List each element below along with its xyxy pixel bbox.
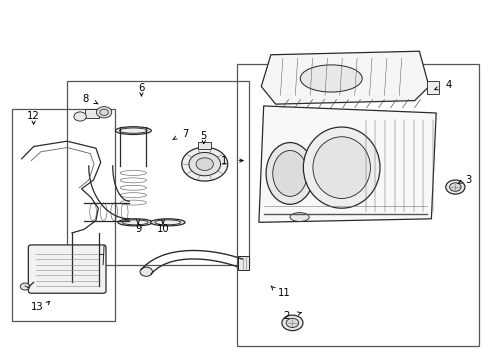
Circle shape	[140, 267, 152, 276]
Text: 8: 8	[82, 94, 89, 104]
Bar	[12, 109, 115, 321]
Ellipse shape	[115, 127, 151, 135]
Circle shape	[100, 109, 108, 116]
Bar	[85, 109, 99, 118]
Ellipse shape	[272, 150, 306, 196]
Bar	[238, 256, 248, 270]
Circle shape	[74, 112, 86, 121]
Ellipse shape	[300, 65, 362, 92]
Text: 5: 5	[200, 131, 206, 141]
Text: 2: 2	[283, 311, 289, 321]
Ellipse shape	[150, 219, 184, 226]
Ellipse shape	[122, 220, 148, 225]
Text: 10: 10	[156, 224, 169, 234]
Text: 11: 11	[278, 288, 290, 298]
Polygon shape	[261, 51, 428, 104]
Circle shape	[188, 153, 220, 176]
Ellipse shape	[265, 143, 313, 204]
Text: 7: 7	[182, 129, 188, 139]
Bar	[237, 64, 478, 346]
Ellipse shape	[303, 127, 379, 208]
FancyBboxPatch shape	[28, 245, 106, 293]
Circle shape	[285, 318, 298, 328]
Circle shape	[281, 315, 303, 330]
Circle shape	[182, 147, 227, 181]
Circle shape	[445, 180, 464, 194]
Circle shape	[196, 158, 213, 171]
Ellipse shape	[119, 128, 147, 133]
Ellipse shape	[155, 220, 181, 225]
Circle shape	[20, 283, 30, 290]
Bar	[198, 142, 211, 149]
Ellipse shape	[118, 219, 152, 226]
Bar	[426, 81, 438, 94]
Text: 6: 6	[138, 83, 144, 93]
Ellipse shape	[289, 213, 308, 221]
Ellipse shape	[312, 137, 370, 198]
Text: 1: 1	[221, 156, 227, 166]
Text: 12: 12	[27, 112, 40, 121]
Bar	[67, 81, 249, 265]
Circle shape	[448, 183, 460, 191]
Text: 4: 4	[445, 80, 451, 90]
Polygon shape	[258, 106, 435, 222]
Circle shape	[96, 107, 112, 118]
Text: 9: 9	[135, 224, 141, 234]
Text: 13: 13	[31, 302, 43, 312]
Text: 3: 3	[464, 175, 470, 185]
